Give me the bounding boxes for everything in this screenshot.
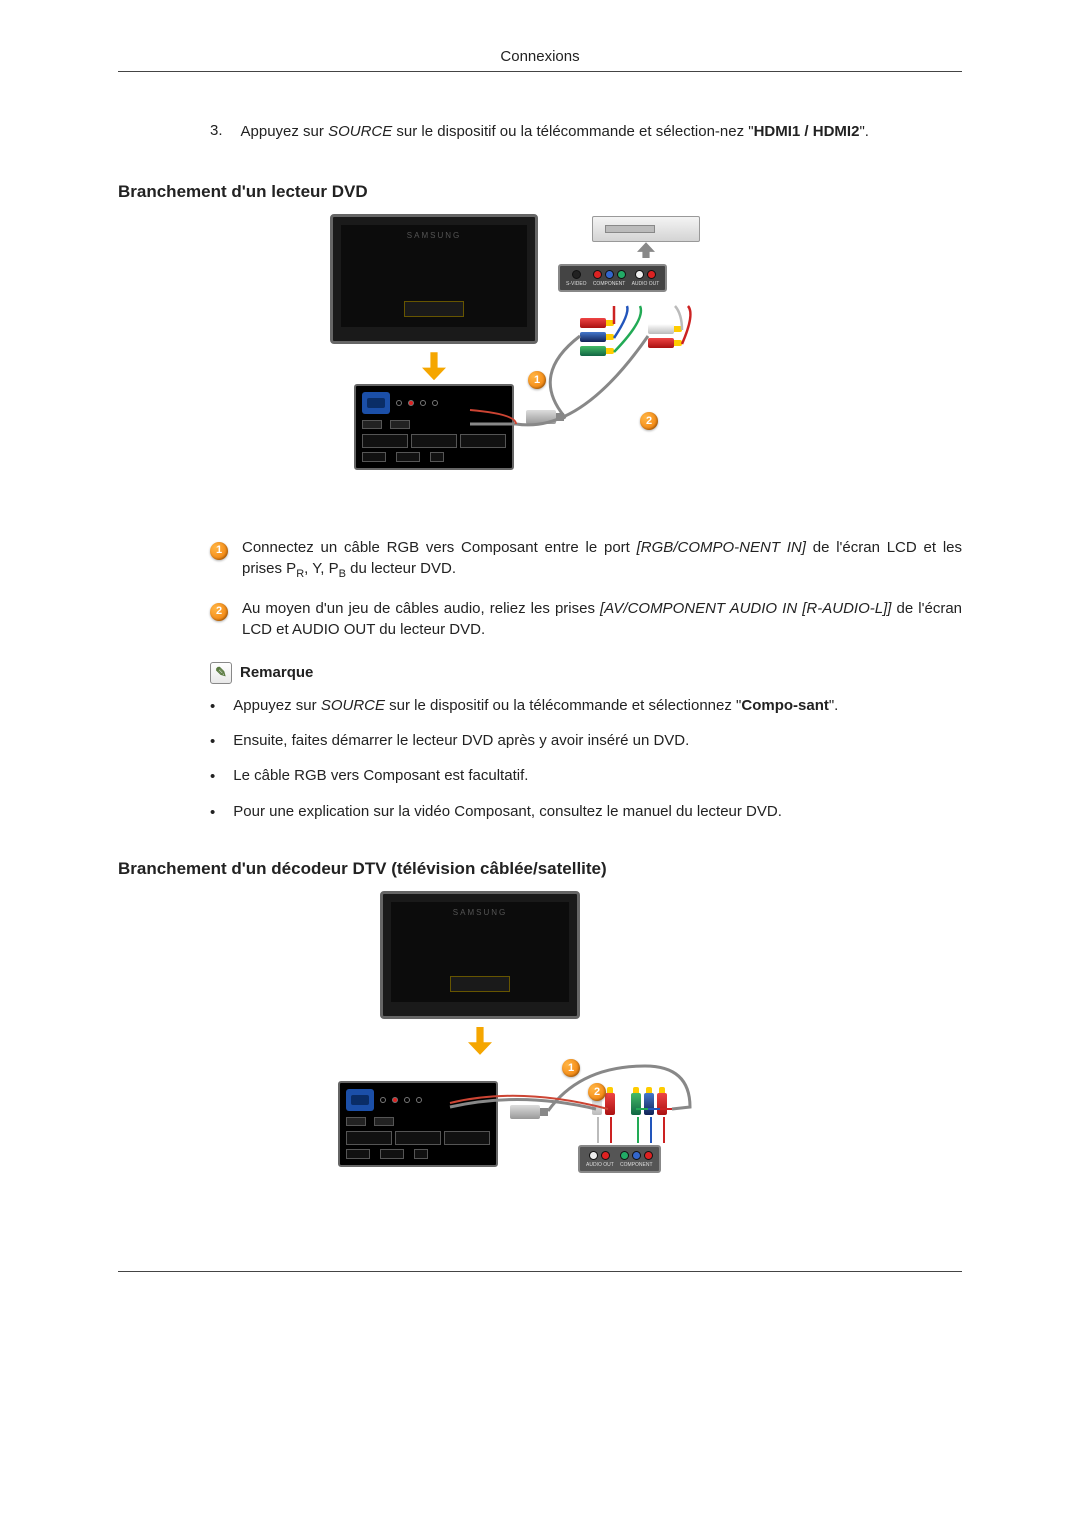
bullet-1: Appuyez sur SOURCE sur le dispositif ou … — [210, 696, 962, 717]
dvd-player — [592, 216, 700, 261]
tv-monitor-2: SAMSUNG — [380, 891, 580, 1019]
step-2: 2 Au moyen d'un jeu de câbles audio, rel… — [210, 599, 962, 640]
intro-step-text: Appuyez sur SOURCE sur le dispositif ou … — [241, 122, 962, 142]
dvd-rear-panel: S-VIDEO COMPONENT AUDIO OUT — [558, 264, 667, 292]
intro-source: SOURCE — [328, 123, 392, 140]
intro-post: ". — [859, 123, 869, 140]
small-ports — [396, 400, 438, 406]
stb-audio-label: AUDIO OUT — [586, 1162, 614, 1168]
intro-step: 3. Appuyez sur SOURCE sur le dispositif … — [210, 122, 962, 142]
intro-bold: HDMI1 / HDMI2 — [754, 123, 860, 140]
note-icon: ✎ — [210, 662, 232, 684]
footer-rule — [118, 1271, 962, 1272]
badge2-2: 2 — [588, 1083, 606, 1101]
audio-label: AUDIO OUT — [632, 281, 660, 287]
stb-rear-panel: AUDIO OUT COMPONENT — [578, 1145, 661, 1173]
b2-text: Ensuite, faites démarrer le lecteur DVD … — [233, 731, 689, 752]
tv-highlight-panel — [404, 301, 464, 317]
b4-text: Pour une explication sur la vidéo Compos… — [233, 802, 782, 823]
s1-sub1: R — [296, 568, 304, 580]
small-ports-2 — [380, 1097, 422, 1103]
audio-plugs — [648, 324, 682, 348]
rgb-plug-2 — [510, 1105, 548, 1119]
bullet-3: Le câble RGB vers Composant est facultat… — [210, 766, 962, 787]
step-1: 1 Connectez un câble RGB vers Composant … — [210, 538, 962, 581]
stb-audio-group: AUDIO OUT — [586, 1151, 614, 1168]
arrow-up-icon — [637, 242, 655, 258]
tv-highlight-panel-2 — [450, 976, 510, 992]
monitor-input-panel-2 — [338, 1081, 498, 1167]
step1-text: Connectez un câble RGB vers Composant en… — [242, 538, 962, 581]
s2-pre: Au moyen d'un jeu de câbles audio, relie… — [242, 600, 600, 617]
step2-badge-icon: 2 — [210, 603, 228, 621]
vga-port-icon — [362, 392, 390, 414]
s1-sub2: B — [339, 568, 346, 580]
remark-title: Remarque — [240, 664, 313, 681]
rgb-plug — [526, 410, 564, 424]
s1-mid2: , Y, P — [304, 560, 338, 577]
component-group: COMPONENT — [593, 270, 626, 287]
diagram2: SAMSUNG — [118, 891, 962, 1221]
diagram1: SAMSUNG S-VIDEO COMPONENT — [118, 214, 962, 514]
intro-step-number: 3. — [210, 122, 223, 142]
b3-text: Le câble RGB vers Composant est facultat… — [233, 766, 528, 787]
arrow-down-icon — [422, 352, 446, 380]
remark-header: ✎ Remarque — [210, 662, 962, 684]
svideo-group: S-VIDEO — [566, 270, 587, 287]
tv-brand: SAMSUNG — [341, 231, 527, 240]
component-plugs — [580, 318, 614, 356]
audio-group: AUDIO OUT — [632, 270, 660, 287]
tv-screen: SAMSUNG — [341, 225, 527, 327]
b1-pre: Appuyez sur — [233, 697, 321, 714]
tv-brand-2: SAMSUNG — [391, 908, 569, 917]
bullet-2: Ensuite, faites démarrer le lecteur DVD … — [210, 731, 962, 752]
badge-2: 2 — [640, 412, 658, 430]
stb-component-label: COMPONENT — [620, 1162, 653, 1168]
intro-mid: sur le dispositif ou la télécommande et … — [392, 123, 753, 140]
tv-monitor: SAMSUNG — [330, 214, 538, 344]
stb-component-group: COMPONENT — [620, 1151, 653, 1168]
section1-heading: Branchement d'un lecteur DVD — [118, 182, 962, 202]
step1-badge-icon: 1 — [210, 542, 228, 560]
b1-post: ". — [829, 697, 839, 714]
section1-steps: 1 Connectez un câble RGB vers Composant … — [210, 538, 962, 640]
section2-heading: Branchement d'un décodeur DTV (télévisio… — [118, 859, 962, 879]
svideo-label: S-VIDEO — [566, 281, 587, 287]
b1-it: SOURCE — [321, 697, 385, 714]
s1-pre: Connectez un câble RGB vers Composant en… — [242, 539, 637, 556]
bullet-4: Pour une explication sur la vidéo Compos… — [210, 802, 962, 823]
intro-pre: Appuyez sur — [241, 123, 329, 140]
tv-screen-2: SAMSUNG — [391, 902, 569, 1002]
badge2-1: 1 — [562, 1059, 580, 1077]
arrow-down-icon-2 — [468, 1027, 492, 1055]
step2-text: Au moyen d'un jeu de câbles audio, relie… — [242, 599, 962, 640]
page: Connexions 3. Appuyez sur SOURCE sur le … — [0, 0, 1080, 1332]
component-label: COMPONENT — [593, 281, 626, 287]
monitor-input-panel — [354, 384, 514, 470]
badge-1: 1 — [528, 371, 546, 389]
page-header: Connexions — [118, 48, 962, 65]
vga-port-icon-2 — [346, 1089, 374, 1111]
s2-it: [AV/COMPONENT AUDIO IN [R-AUDIO-L]] — [600, 600, 891, 617]
s1-it: [RGB/COMPO-NENT IN] — [637, 539, 806, 556]
header-rule — [118, 71, 962, 72]
s1-post: du lecteur DVD. — [346, 560, 456, 577]
remark-bullets: Appuyez sur SOURCE sur le dispositif ou … — [210, 696, 962, 823]
b1-mid: sur le dispositif ou la télécommande et … — [385, 697, 741, 714]
b1-bold: Compo-sant — [741, 697, 829, 714]
